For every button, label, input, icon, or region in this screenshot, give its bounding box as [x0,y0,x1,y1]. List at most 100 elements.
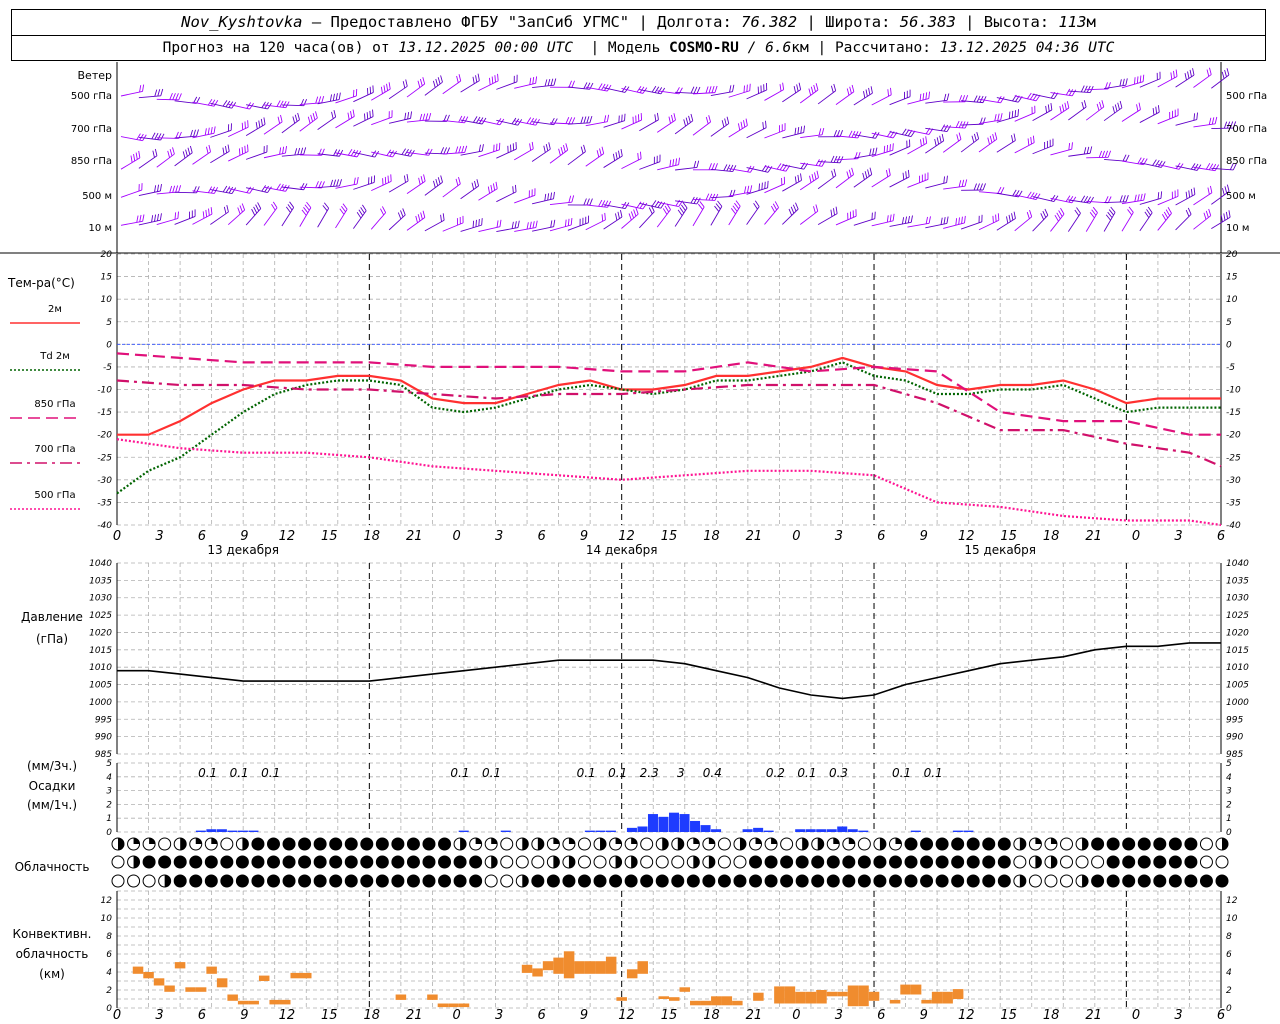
precip-3h-label: 0.1 [892,766,911,780]
temp-xtick: 3 [155,529,163,544]
wind-barb-flag [650,205,655,212]
chart-header: Nov_Kyshtovka — Предоставлено ФГБУ "ЗапС… [11,9,1266,61]
date-label: 15 декабря [964,543,1036,557]
temp-series-line [116,361,1221,495]
wind-barb-flag [366,112,369,120]
wind-barb-flag [886,215,889,223]
convective-bar [711,996,722,1006]
wind-barb-flag [1110,206,1116,213]
wind-barb-shaft [728,168,751,173]
wind-barb-flag [800,173,802,181]
cloud-symbol-fill [537,838,544,850]
wind-barb-flag [544,193,547,201]
wind-barb-flag [1074,209,1080,217]
wind-barb-flag [1125,78,1128,86]
wind-barb-flag [529,117,535,125]
wind-barb-flag [282,146,285,154]
wind-barb-flag [683,119,686,127]
cloud-symbol [1075,855,1089,869]
wind-barb-flag [902,172,905,180]
wind-barb-shaft [978,138,998,153]
wind-barb-flag [770,205,776,213]
wind-barb-flag [749,185,753,193]
cloud-symbol [438,837,452,851]
wind-barb-shaft [549,224,572,232]
wind-barb-shaft [442,222,464,232]
wind-barb-flag [472,220,475,228]
wind-barb-flag [490,184,493,192]
wind-barb-flag [553,78,557,86]
wind-barb-shaft [1139,162,1162,168]
wind-barb-shaft [460,224,482,232]
cloud-symbol [1137,837,1151,851]
wind-barb-flag [386,83,389,91]
wind-barb-flag [210,126,213,135]
convective-bar [910,984,922,995]
precip-bar [753,827,764,832]
wind-barb-flag [925,136,928,144]
temp-xtick: 18 [703,529,720,544]
wind-barb-flag [292,116,296,124]
cloud-symbol [997,874,1011,888]
wind-barb-shaft [138,136,161,141]
precip-3h-label: 0.1 [482,766,501,780]
wind-barb-flag [1142,74,1145,82]
wind-barb-flag [568,195,572,203]
wind-barb-shaft [567,86,590,90]
wind-level-label: 850 гПа [71,156,112,167]
precip-ytick: 0 [106,828,112,838]
pressure-ytick: 1025 [89,611,112,621]
wind-barb-shaft [1014,142,1035,154]
wind-barb-flag [813,206,816,214]
wind-barb-flag [976,183,980,191]
wind-barb-flag [210,207,213,215]
wind-barb-flag [705,86,709,94]
convective-xtick: 0 [792,1008,800,1023]
wind-barb-flag [423,174,426,182]
temp-ytick: 0 [106,340,112,350]
wind-barb-flag [174,212,177,220]
wind-level-label-right: 500 гПа [1226,91,1267,102]
cloud-symbol-fill [833,838,840,844]
wind-barb-shaft [1050,107,1070,121]
wind-barb-shaft [674,207,688,227]
wind-barb-shaft [692,121,711,136]
wind-barb-shaft [1121,160,1144,166]
convective-bar [290,972,301,979]
cloud-symbol [780,855,794,869]
precip-bar [237,830,248,832]
wind-barb-flag [282,184,287,192]
wind-barb-flag [1086,146,1090,154]
wind-barb-flag [907,215,910,224]
wind-barb-shaft [996,97,1019,103]
wind-barb-shaft [210,102,232,109]
cloud-symbol [624,874,638,888]
wind-barb-flag [1061,104,1065,112]
precip-bar [700,825,711,832]
wind-barb-shaft [1032,214,1049,232]
wind-barb-flag [1157,192,1160,200]
wind-barb-shaft [192,213,213,225]
wind-barb-shaft [710,91,733,96]
temp-xtick: 6 [1217,529,1225,544]
wind-barb-flag [1066,101,1070,109]
wind-barb-flag [1013,211,1016,219]
wind-barb-shaft [478,149,500,158]
wind-barb-flag [1155,106,1158,114]
wind-barb-flag [662,208,668,215]
wind-barb-shaft [317,185,340,189]
wind-barb-flag [925,216,928,224]
wind-barb-flag [901,217,905,225]
wind-barb-flag [422,77,426,85]
wind-barb-flag [331,111,334,119]
wind-barb-flag [1011,135,1014,143]
temp-xtick: 18 [363,529,380,544]
wind-barb-flag [422,113,426,121]
convective-bar [732,1000,743,1006]
temp-legend-label: 850 гПа [34,399,75,410]
wind-barb-shaft [960,138,979,153]
cloud-symbol [1168,874,1182,888]
wind-barb-flag [553,191,555,199]
temp-xtick: 18 [1043,529,1060,544]
wind-barb-flag [253,206,258,214]
